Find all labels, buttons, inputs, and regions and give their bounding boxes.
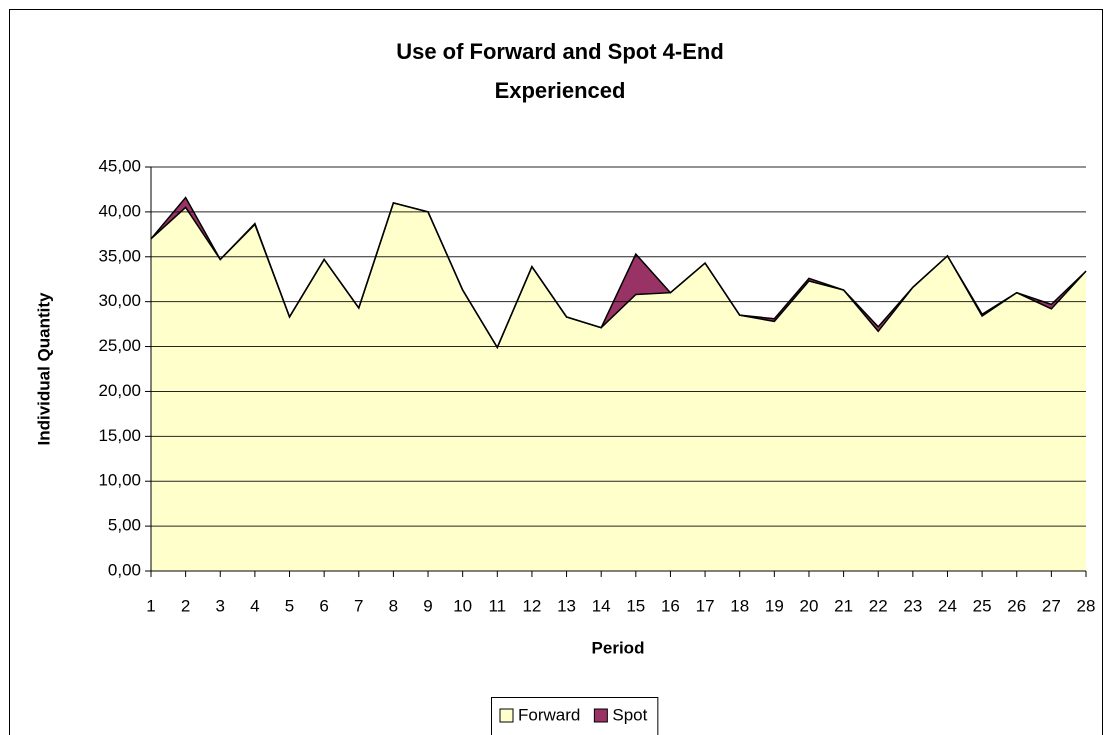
x-tick-label: 18	[730, 596, 749, 615]
x-axis-title: Period	[592, 638, 645, 657]
x-tick-label: 27	[1042, 596, 1061, 615]
y-tick-label: 15,00	[98, 426, 141, 445]
chart-title: Use of Forward and Spot 4-End	[396, 39, 724, 64]
x-tick-label: 21	[834, 596, 853, 615]
x-tick-label: 16	[661, 596, 680, 615]
legend-swatch	[593, 708, 608, 723]
x-tick-label: 10	[453, 596, 472, 615]
y-tick-label: 5,00	[108, 516, 141, 535]
chart-title: Experienced	[495, 78, 626, 103]
x-tick-label: 6	[319, 596, 328, 615]
legend-swatch	[499, 708, 514, 723]
x-tick-label: 17	[696, 596, 715, 615]
x-tick-label: 3	[216, 596, 225, 615]
y-tick-label: 10,00	[98, 471, 141, 490]
legend-label: Spot	[612, 705, 647, 724]
x-tick-label: 25	[973, 596, 992, 615]
area-edge	[150, 196, 1087, 350]
y-tick-label: 25,00	[98, 336, 141, 355]
x-tick-label: 5	[285, 596, 294, 615]
x-tick-label: 7	[354, 596, 363, 615]
x-tick-label: 24	[938, 596, 957, 615]
y-tick-label: 40,00	[98, 201, 141, 220]
x-tick-label: 19	[765, 596, 784, 615]
x-tick-label: 12	[522, 596, 541, 615]
x-tick-label: 22	[869, 596, 888, 615]
x-tick-label: 13	[557, 596, 576, 615]
x-tick-label: 8	[389, 596, 398, 615]
y-tick-label: 45,00	[98, 156, 141, 175]
x-tick-label: 9	[423, 596, 432, 615]
x-tick-label: 11	[488, 596, 506, 615]
x-tick-label: 4	[250, 596, 259, 615]
y-tick-label: 30,00	[98, 291, 141, 310]
x-tick-label: 2	[181, 596, 190, 615]
x-tick-label: 23	[903, 596, 922, 615]
legend-label: Forward	[518, 705, 580, 724]
x-tick-label: 1	[146, 596, 155, 615]
y-axis-title: Individual Quantity	[34, 292, 53, 446]
x-tick-label: 20	[800, 596, 819, 615]
y-tick-label: 0,00	[108, 560, 141, 579]
legend-box	[491, 697, 659, 735]
x-tick-label: 15	[626, 596, 645, 615]
area	[151, 202, 1086, 571]
x-tick-label: 28	[1077, 596, 1096, 615]
y-tick-label: 35,00	[98, 246, 141, 265]
y-tick-label: 20,00	[98, 381, 141, 400]
x-tick-label: 14	[592, 596, 611, 615]
x-tick-label: 26	[1007, 596, 1026, 615]
